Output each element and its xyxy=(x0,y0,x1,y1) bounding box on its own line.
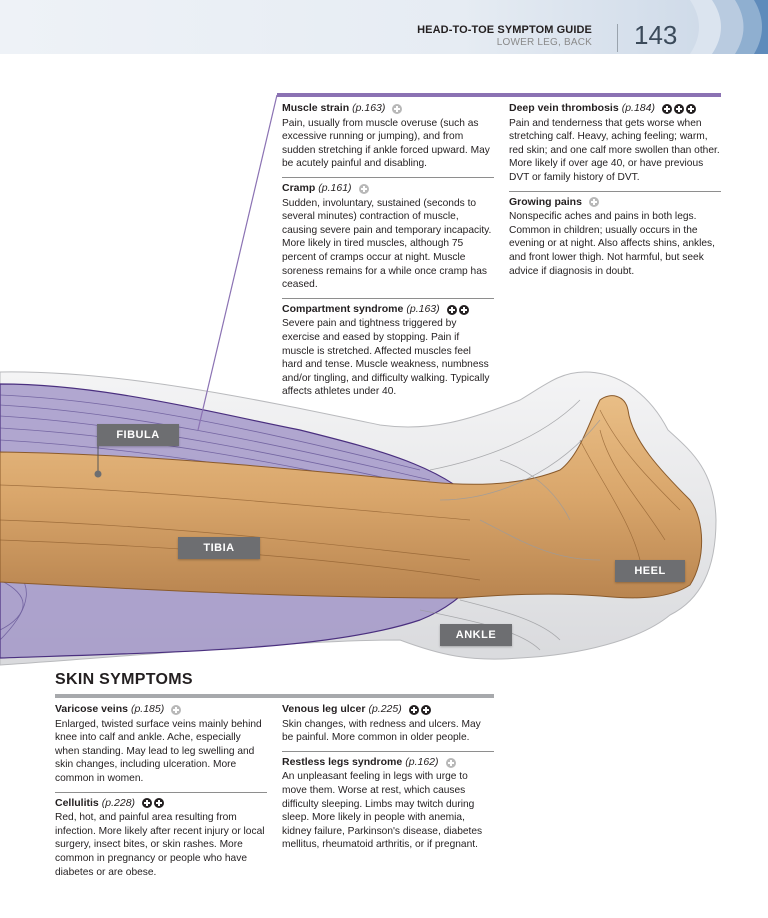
severity-dark-icon xyxy=(446,304,457,315)
symptom-name: Deep vein thrombosis xyxy=(509,102,619,114)
severity-light-icon xyxy=(392,103,403,114)
label-heel: HEEL xyxy=(615,560,685,582)
label-ankle: ANKLE xyxy=(440,624,512,646)
section-rule xyxy=(55,694,494,698)
page-reference: (p.161) xyxy=(318,181,352,194)
pointer-line-top xyxy=(197,94,278,431)
symptom-entry: Venous leg ulcer (p.225) Skin changes, w… xyxy=(282,699,494,752)
symptom-name: Venous leg ulcer xyxy=(282,703,366,715)
severity-light-icon xyxy=(358,183,369,194)
running-header-title: HEAD-TO-TOE SYMPTOM GUIDE xyxy=(417,24,592,36)
page-reference: (p.163) xyxy=(352,102,386,114)
severity-icons xyxy=(171,704,182,715)
symptom-name: Cellulitis xyxy=(55,796,99,809)
symptom-entry: Deep vein thrombosis (p.184) Pain and te… xyxy=(509,98,721,192)
symptom-description: Sudden, involuntary, sustained (seconds … xyxy=(282,197,492,291)
running-header: HEAD-TO-TOE SYMPTOM GUIDE LOWER LEG, BAC… xyxy=(417,24,592,48)
symptom-entry: Cellulitis (p.228) Red, hot, and painful… xyxy=(55,793,267,886)
severity-dark-icon xyxy=(408,704,419,715)
page-reference: (p.228) xyxy=(101,796,136,809)
severity-icons xyxy=(661,103,696,114)
skin-column-left: Varicose veins (p.185) Enlarged, twisted… xyxy=(55,699,267,885)
page-reference: (p.184) xyxy=(621,102,655,114)
skin-column-right: Venous leg ulcer (p.225) Skin changes, w… xyxy=(282,699,494,858)
symptom-entry: Growing pains Nonspecific aches and pain… xyxy=(509,192,721,285)
running-header-subtitle: LOWER LEG, BACK xyxy=(496,37,592,48)
page-reference: (p.185) xyxy=(130,703,165,715)
severity-light-icon xyxy=(588,197,599,208)
severity-dark-icon xyxy=(458,304,469,315)
severity-icons xyxy=(445,757,456,768)
tibia-fibula-bone xyxy=(0,395,703,599)
severity-dark-icon xyxy=(420,704,431,715)
symptom-title: Venous leg ulcer (p.225) xyxy=(282,703,494,717)
symptom-column-middle: Muscle strain (p.163) Pain, usually from… xyxy=(282,98,494,405)
label-fibula: FIBULA xyxy=(97,424,179,446)
severity-icons xyxy=(446,304,469,315)
symptom-description: Severe pain and tightness triggered by e… xyxy=(282,318,490,398)
symptom-description: Enlarged, twisted surface veins mainly b… xyxy=(55,718,262,784)
symptom-description: Pain and tenderness that gets worse when… xyxy=(509,117,720,183)
severity-dark-icon xyxy=(685,103,696,114)
symptom-column-right: Deep vein thrombosis (p.184) Pain and te… xyxy=(509,98,721,284)
fibula-pointer-dot xyxy=(94,470,102,478)
symptom-entry: Cramp (p.161) Sudden, involuntary, susta… xyxy=(282,178,494,299)
severity-light-icon xyxy=(171,704,182,715)
page-reference: (p.225) xyxy=(368,703,402,715)
severity-dark-icon xyxy=(661,103,672,114)
symptom-entry: Muscle strain (p.163) Pain, usually from… xyxy=(282,98,494,178)
page-reference: (p.163) xyxy=(406,302,440,315)
symptom-entry: Compartment syndrome (p.163) Severe pain… xyxy=(282,299,494,405)
symptom-name: Muscle strain xyxy=(282,102,350,114)
severity-dark-icon xyxy=(142,798,153,809)
symptom-title: Restless legs syndrome (p.162) xyxy=(282,756,494,770)
symptom-title: Deep vein thrombosis (p.184) xyxy=(509,102,721,116)
symptom-entry: Restless legs syndrome (p.162) An unplea… xyxy=(282,752,494,858)
page-reference: (p.162) xyxy=(405,755,439,768)
symptom-entry: Varicose veins (p.185) Enlarged, twisted… xyxy=(55,699,267,793)
header-band xyxy=(0,0,768,54)
symptom-description: Skin changes, with redness and ulcers. M… xyxy=(282,718,481,744)
symptom-description: Pain, usually from muscle overuse (such … xyxy=(282,117,490,170)
label-tibia: TIBIA xyxy=(178,537,260,559)
severity-dark-icon xyxy=(154,798,165,809)
severity-dark-icon xyxy=(673,103,684,114)
top-rule xyxy=(277,93,721,97)
symptom-name: Varicose veins xyxy=(55,703,128,715)
symptom-description: An unpleasant feeling in legs with urge … xyxy=(282,771,483,851)
symptom-description: Nonspecific aches and pains in both legs… xyxy=(509,211,715,277)
symptom-title: Compartment syndrome (p.163) xyxy=(282,303,494,317)
symptom-title: Growing pains xyxy=(509,196,721,210)
symptom-name: Cramp xyxy=(282,181,316,194)
symptom-name: Growing pains xyxy=(509,195,582,208)
page-number: 143 xyxy=(634,20,678,50)
severity-icons xyxy=(358,183,369,194)
symptom-description: Red, hot, and painful area resulting fro… xyxy=(55,812,265,878)
symptom-name: Compartment syndrome xyxy=(282,302,404,315)
header-divider xyxy=(617,24,618,52)
severity-icons xyxy=(392,103,403,114)
symptom-title: Muscle strain (p.163) xyxy=(282,102,494,116)
symptom-title: Varicose veins (p.185) xyxy=(55,703,267,717)
symptom-name: Restless legs syndrome xyxy=(282,755,403,768)
severity-light-icon xyxy=(445,757,456,768)
severity-icons xyxy=(142,798,165,809)
severity-icons xyxy=(588,197,599,208)
symptom-title: Cramp (p.161) xyxy=(282,182,494,196)
symptom-title: Cellulitis (p.228) xyxy=(55,797,267,811)
severity-icons xyxy=(408,704,431,715)
section-title-skin: SKIN SYMPTOMS xyxy=(55,671,193,688)
